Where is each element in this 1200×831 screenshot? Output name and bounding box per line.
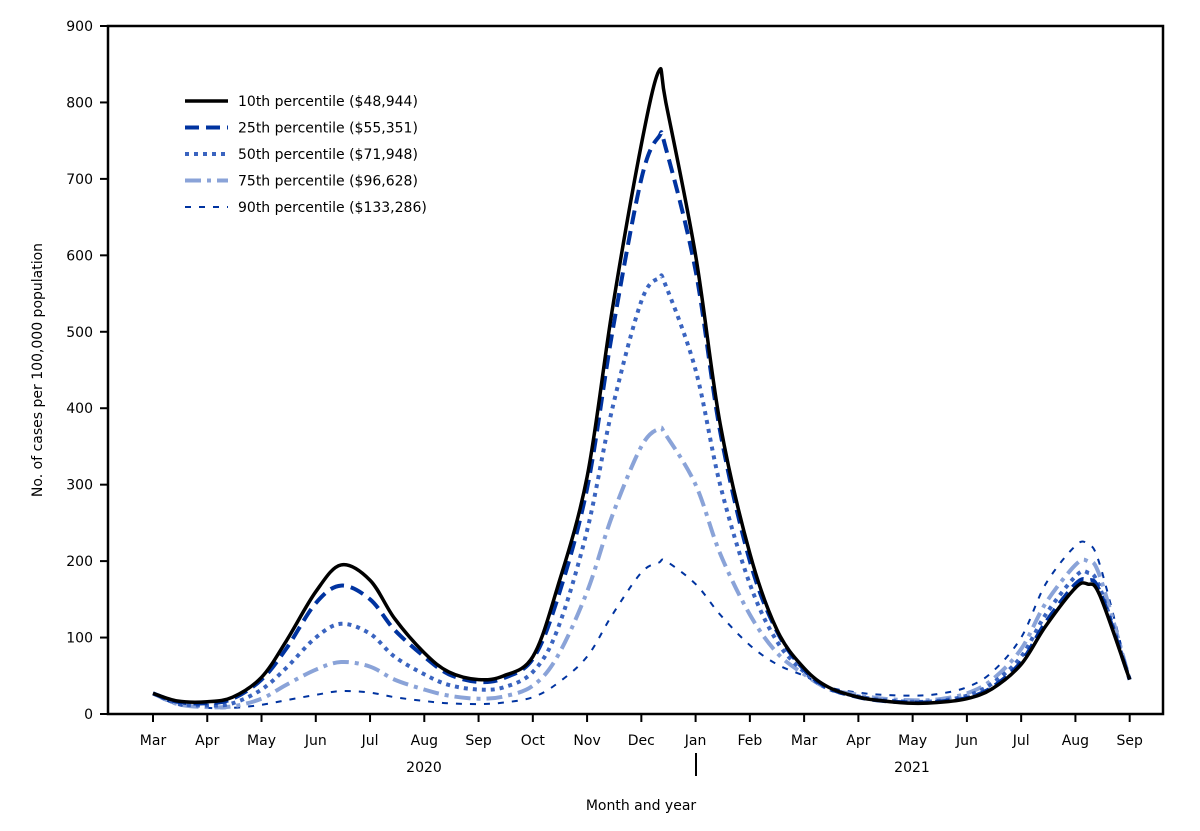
year-label-2021: 2021 (894, 760, 930, 776)
series-line (153, 275, 1130, 705)
x-tick-label: Oct (521, 733, 546, 749)
x-tick-label: Aug (411, 733, 438, 749)
legend: 10th percentile ($48,944) 25th percentile… (185, 94, 427, 216)
x-tick-label: Apr (846, 733, 870, 749)
x-tick-label: Sep (1116, 733, 1143, 749)
x-tick-label: Jan (684, 733, 707, 749)
y-tick-label: 0 (84, 707, 93, 723)
series-line (153, 69, 1130, 704)
y-tick-label: 900 (66, 19, 93, 35)
series-lines (153, 69, 1130, 709)
legend-item: 75th percentile ($96,628) (185, 174, 418, 190)
y-tick-label: 100 (66, 631, 93, 647)
x-tick-label: Jul (1012, 733, 1030, 749)
x-tick-label: Nov (573, 733, 600, 749)
y-axis: 0 100 200 300 400 500 600 700 800 900 (66, 19, 108, 723)
x-axis-label: Month and year (586, 798, 697, 814)
x-tick-label: Apr (195, 733, 219, 749)
y-tick-label: 400 (66, 401, 93, 417)
series-1 (153, 69, 1130, 704)
year-label-2020: 2020 (406, 760, 442, 776)
y-axis-label: No. of cases per 100,000 population (30, 243, 46, 497)
x-tick-label: Dec (628, 733, 655, 749)
legend-item: 25th percentile ($55,351) (185, 121, 418, 137)
y-tick-label: 300 (66, 478, 93, 494)
x-tick-label: Aug (1062, 733, 1089, 749)
y-tick-label: 200 (66, 554, 93, 570)
legend-label: 75th percentile ($96,628) (238, 174, 418, 190)
legend-label: 50th percentile ($71,948) (238, 147, 418, 163)
x-tick-label: Feb (737, 733, 762, 749)
x-tick-label: Mar (791, 733, 818, 749)
x-tick-label: Jun (955, 733, 978, 749)
x-tick-label: Jul (361, 733, 379, 749)
x-tick-label: May (247, 733, 276, 749)
x-tick-label: Mar (140, 733, 167, 749)
legend-label: 10th percentile ($48,944) (238, 94, 418, 110)
series-line (153, 541, 1130, 708)
series-4 (153, 428, 1130, 708)
legend-item: 10th percentile ($48,944) (185, 94, 418, 110)
y-tick-label: 700 (66, 172, 93, 188)
y-tick-label: 800 (66, 95, 93, 111)
legend-label: 25th percentile ($55,351) (238, 121, 418, 137)
legend-label: 90th percentile ($133,286) (238, 200, 427, 216)
x-tick-label: Sep (465, 733, 492, 749)
series-line (153, 428, 1130, 708)
series-3 (153, 275, 1130, 705)
y-tick-label: 600 (66, 248, 93, 264)
legend-item: 90th percentile ($133,286) (185, 200, 427, 216)
series-5 (153, 541, 1130, 708)
legend-item: 50th percentile ($71,948) (185, 147, 418, 163)
x-axis: Mar Apr May Jun Jul Aug Sep Oct Nov Dec Jan Feb Mar A… (140, 714, 1143, 749)
x-tick-label: Jun (304, 733, 327, 749)
x-tick-label: May (898, 733, 927, 749)
y-tick-label: 500 (66, 325, 93, 341)
